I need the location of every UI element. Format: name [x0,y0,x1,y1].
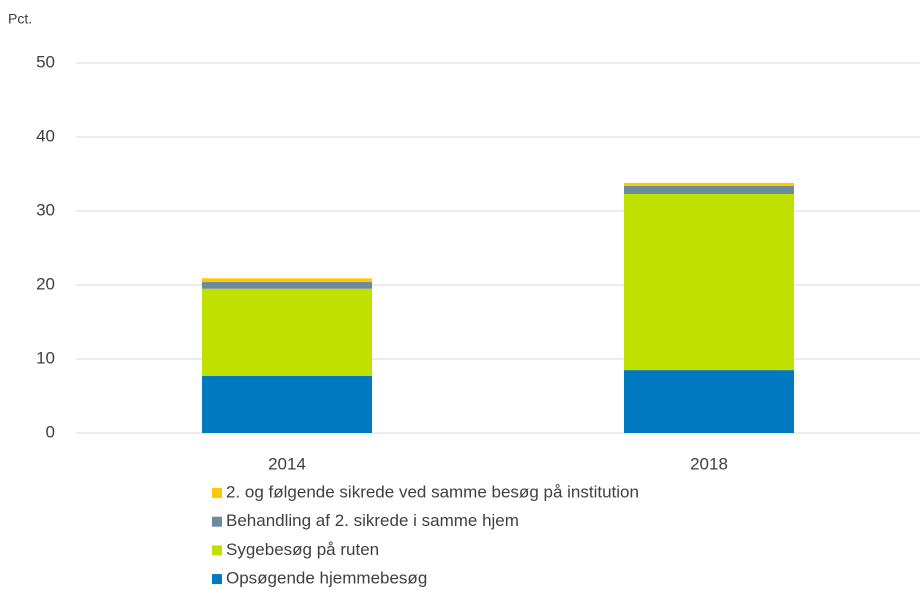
y-axis-label: Pct. [8,11,32,27]
legend-label: Opsøgende hjemmebesøg [226,569,427,588]
bar-segment [202,282,372,289]
bar-segment [624,193,794,371]
bar-segment [624,185,794,194]
x-tick-label: 2018 [690,454,728,473]
y-tick-label: 10 [36,348,55,367]
bar-segment [624,370,794,433]
legend-swatch [212,574,222,585]
legend-label: Sygebesøg på ruten [226,540,379,559]
legend-swatch [212,545,222,556]
y-tick-label: 40 [36,126,55,145]
y-tick-label: 50 [36,52,55,71]
y-tick-label: 0 [46,422,55,441]
bar-segment [624,182,794,186]
y-tick-label: 30 [36,200,55,219]
y-tick-label: 20 [36,274,55,293]
legend-label: 2. og følgende sikrede ved samme besøg p… [226,482,639,501]
bar-segment [202,278,372,283]
legend-swatch [212,516,222,527]
bar-segment [202,288,372,377]
legend-swatch [212,488,222,498]
bar-segment [202,376,372,433]
legend-label: Behandling af 2. sikrede i samme hjem [226,511,519,530]
x-tick-label: 2014 [268,454,306,473]
